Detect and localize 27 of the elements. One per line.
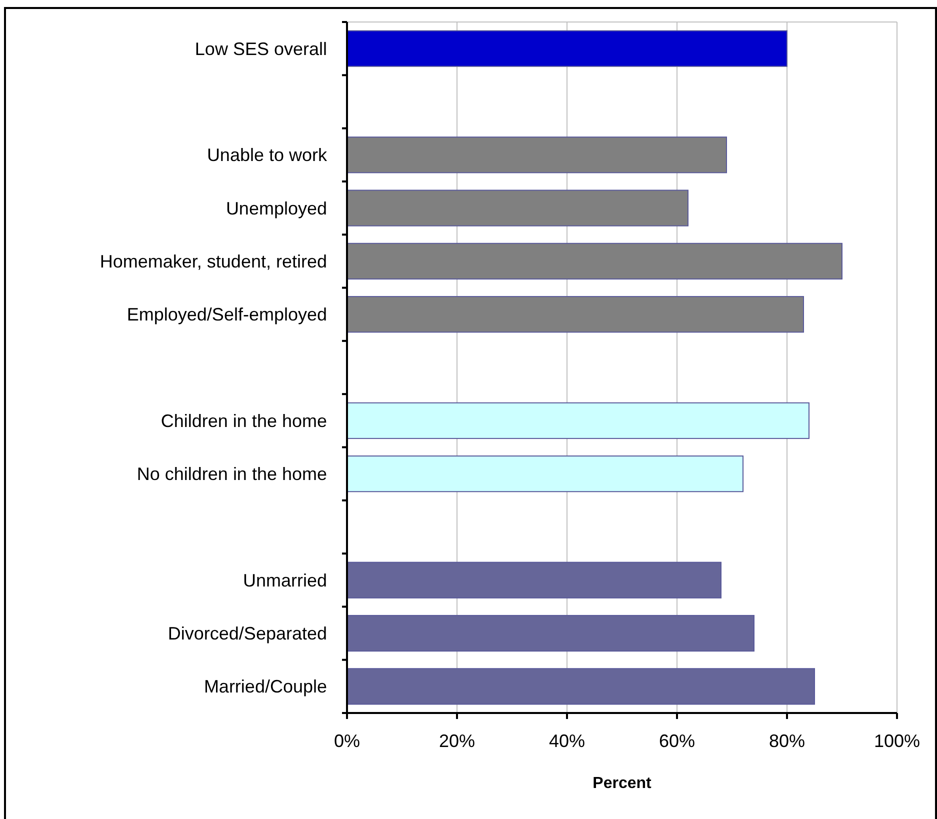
bar: [346, 30, 788, 67]
y-tick-label: Unemployed: [226, 198, 327, 218]
y-tick-label: Unable to work: [206, 145, 328, 166]
y-tick-label: Employed/Self-employed: [126, 304, 327, 325]
x-axis-title: Percent: [592, 775, 652, 792]
bar: [346, 614, 754, 652]
bar: [346, 242, 842, 280]
y-tick-label: Unmarried: [242, 570, 327, 590]
bar: [346, 402, 810, 439]
y-tick-label: Divorced/Separated: [168, 624, 327, 644]
x-tick-label: 0%: [334, 731, 360, 751]
bar: [346, 136, 727, 174]
y-tick-label: Low SES overall: [194, 38, 327, 59]
bar: [346, 668, 815, 705]
x-tick-label: 60%: [658, 731, 696, 751]
bar: [346, 562, 722, 598]
x-tick-label: 100%: [874, 731, 920, 751]
x-tick-label: 80%: [768, 731, 806, 751]
y-tick-label: Homemaker, student, retired: [100, 251, 327, 272]
y-tick-label: No children in the home: [136, 464, 327, 484]
x-tick-label: 20%: [438, 731, 476, 751]
y-tick-label: Children in the home: [160, 410, 327, 431]
bar: [346, 190, 688, 226]
x-tick-label: 40%: [548, 731, 586, 751]
bar: [346, 296, 804, 333]
y-tick-label: Married/Couple: [204, 676, 327, 697]
bar: [346, 456, 744, 492]
